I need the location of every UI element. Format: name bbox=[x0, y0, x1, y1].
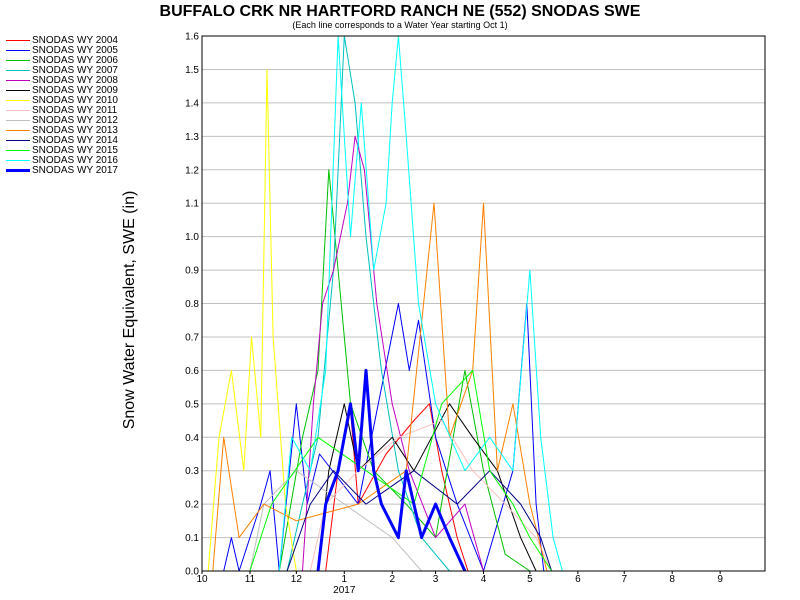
x-tick-label: 10 bbox=[196, 574, 208, 585]
y-tick-label: 1.0 bbox=[185, 232, 199, 243]
y-tick-label: 0.3 bbox=[185, 466, 199, 477]
y-tick-label: 1.6 bbox=[185, 32, 199, 43]
series-line-snodas-wy-2013 bbox=[212, 202, 548, 572]
y-tick-label: 1.3 bbox=[185, 132, 199, 143]
legend-label: SNODAS WY 2010 bbox=[32, 95, 118, 106]
y-tick-label: 1.2 bbox=[185, 165, 199, 176]
legend-label: SNODAS WY 2007 bbox=[32, 65, 118, 76]
legend-swatch bbox=[6, 100, 30, 101]
series-line-snodas-wy-2015 bbox=[249, 369, 553, 572]
y-tick-label: 0.8 bbox=[185, 299, 199, 310]
x-tick-label: 7 bbox=[621, 574, 627, 585]
legend-label: SNODAS WY 2006 bbox=[32, 55, 118, 66]
y-tick-label: 0.4 bbox=[185, 433, 199, 444]
legend-swatch bbox=[6, 169, 30, 172]
x-tick-label: 1 bbox=[342, 574, 348, 585]
x-tick-label: 11 bbox=[245, 574, 256, 585]
series-line-snodas-wy-2017 bbox=[316, 368, 467, 572]
legend-swatch bbox=[6, 40, 30, 41]
legend-swatch bbox=[6, 50, 30, 51]
series-line-snodas-wy-2012 bbox=[249, 470, 422, 572]
legend-label: SNODAS WY 2016 bbox=[32, 155, 118, 166]
chart-title: BUFFALO CRK NR HARTFORD RANCH NE (552) S… bbox=[159, 3, 641, 20]
series-line-snodas-wy-2011 bbox=[309, 420, 553, 572]
legend-label: SNODAS WY 2013 bbox=[32, 125, 118, 136]
series-line-snodas-wy-2008 bbox=[302, 135, 484, 572]
y-tick-label: 0.9 bbox=[185, 266, 199, 277]
y-tick-label: 1.4 bbox=[185, 98, 199, 109]
x-tick-label: 2 bbox=[389, 574, 395, 585]
x-tick-label: 3 bbox=[433, 574, 439, 585]
y-tick-label: 1.1 bbox=[185, 199, 199, 210]
x-tick-label: 9 bbox=[717, 574, 723, 585]
legend-label: SNODAS WY 2011 bbox=[32, 105, 118, 116]
legend-label: SNODAS WY 2014 bbox=[32, 135, 118, 146]
legend-swatch bbox=[6, 60, 30, 61]
legend-swatch bbox=[6, 70, 30, 71]
y-tick-label: 0.2 bbox=[185, 500, 199, 511]
legend-swatch bbox=[6, 140, 30, 141]
legend-label: SNODAS WY 2012 bbox=[32, 115, 118, 126]
series-group bbox=[207, 35, 563, 572]
series-line-snodas-wy-2014 bbox=[286, 470, 553, 572]
legend-label: SNODAS WY 2004 bbox=[32, 35, 118, 46]
legend-swatch bbox=[6, 80, 30, 81]
chart-subtitle: (Each line corresponds to a Water Year s… bbox=[292, 20, 508, 30]
y-tick-label: 0.6 bbox=[185, 366, 199, 377]
x-tick-label: 8 bbox=[669, 574, 675, 585]
ticks: 0.0 0.1 0.2 0.3 0.4 0.5 0.6 0.7 0.8 0.9 1.0 1.1 1.2 1… bbox=[185, 32, 723, 597]
legend-label: SNODAS WY 2015 bbox=[32, 145, 118, 156]
legend-swatch bbox=[6, 150, 30, 151]
legend-label: SNODAS WY 2009 bbox=[32, 85, 118, 96]
legend-swatch bbox=[6, 110, 30, 111]
y-tick-label: 0.7 bbox=[185, 332, 199, 343]
legend-swatch bbox=[6, 120, 30, 121]
series-line-snodas-wy-2010 bbox=[207, 68, 297, 572]
legend-swatch bbox=[6, 90, 30, 91]
series-line-snodas-wy-2007 bbox=[286, 35, 450, 572]
legend-swatch bbox=[6, 130, 30, 131]
legend-swatch bbox=[6, 160, 30, 161]
y-tick-label: 0.5 bbox=[185, 399, 199, 410]
legend-label: SNODAS WY 2008 bbox=[32, 75, 118, 86]
y-tick-label: 0.1 bbox=[185, 533, 199, 544]
legend-label: SNODAS WY 2017 bbox=[32, 165, 118, 176]
legend-label: SNODAS WY 2005 bbox=[32, 45, 118, 56]
x-tick-label: 6 bbox=[575, 574, 581, 585]
series-line-snodas-wy-2005 bbox=[223, 303, 545, 572]
y-tick-label: 0.0 bbox=[185, 567, 199, 578]
x-tick-label: 5 bbox=[527, 574, 533, 585]
y-tick-label: 1.5 bbox=[185, 65, 199, 76]
x-tick-label: 12 bbox=[291, 574, 303, 585]
x-tick-label: 4 bbox=[481, 574, 487, 585]
x-year-label: 2017 bbox=[333, 585, 356, 596]
